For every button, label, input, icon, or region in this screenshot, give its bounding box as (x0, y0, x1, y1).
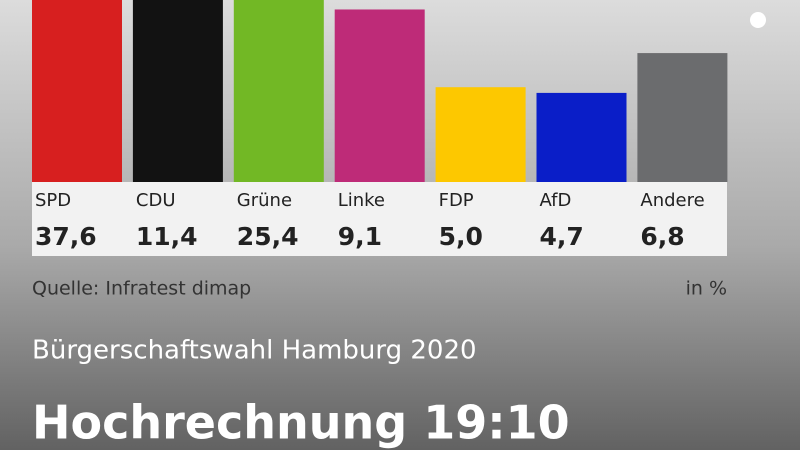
bar (435, 87, 526, 182)
indicator-dot (750, 12, 766, 28)
label-panel (32, 182, 727, 256)
category-label: Grüne (237, 190, 292, 211)
value-label: 4,7 (540, 222, 584, 251)
bar (132, 0, 223, 182)
subtitle: Bürgerschaftswahl Hamburg 2020 (32, 336, 477, 366)
category-label: AfD (540, 190, 572, 211)
bars (32, 0, 728, 182)
source: Quelle: Infratest dimap (32, 278, 251, 300)
bar (637, 53, 728, 182)
value-label: 5,0 (439, 222, 483, 251)
bar (334, 9, 425, 182)
value-label: 9,1 (338, 222, 382, 251)
unit: in % (686, 278, 727, 300)
category-label: Linke (338, 190, 385, 211)
bar (536, 92, 627, 182)
category-label: CDU (136, 190, 176, 211)
category-label: SPD (35, 190, 71, 211)
bar (233, 0, 324, 182)
value-label: 6,8 (640, 222, 684, 251)
value-label: 11,4 (136, 222, 198, 251)
chart-title: Hochrechnung 19:10 (32, 396, 570, 450)
bar (32, 0, 122, 182)
value-label: 37,6 (35, 222, 97, 251)
category-label: Andere (640, 190, 704, 211)
category-label: FDP (439, 190, 474, 211)
value-label: 25,4 (237, 222, 299, 251)
